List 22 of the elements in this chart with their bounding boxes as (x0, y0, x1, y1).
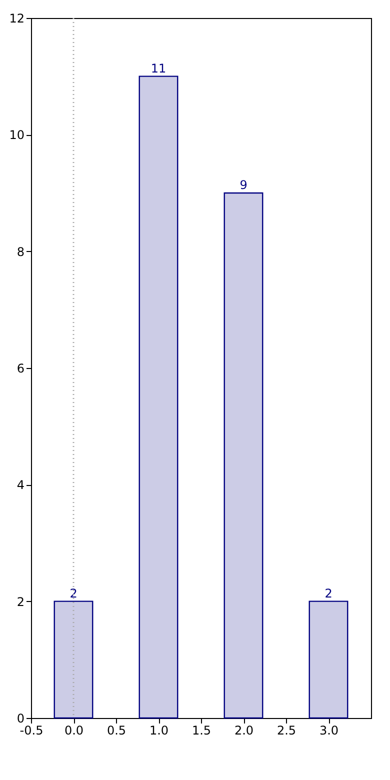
y-tick-label: 4 (16, 478, 24, 492)
bar (54, 600, 94, 719)
data-label: 9 (240, 178, 248, 192)
x-tick-label: 1.0 (149, 724, 169, 738)
x-tick-label: 2.0 (234, 724, 254, 738)
x-tick-label: 1.5 (192, 724, 212, 738)
y-tick-label: 0 (16, 712, 24, 726)
bar (308, 600, 348, 719)
y-tick-label: 12 (9, 12, 24, 26)
x-tick-label: 2.5 (276, 724, 296, 738)
x-tick-label: 0.5 (106, 724, 126, 738)
y-tick-label: 8 (16, 244, 24, 259)
y-tick-label: 10 (9, 128, 24, 142)
y-tick-label: 6 (16, 362, 24, 376)
x-tick-label: -0.5 (20, 724, 44, 738)
bar (138, 76, 178, 719)
data-label: 11 (150, 61, 166, 76)
x-tick-label: 3.0 (319, 724, 339, 738)
bar (224, 192, 264, 719)
x-tick-label: 0.0 (64, 724, 84, 738)
data-label: 2 (324, 586, 332, 600)
y-tick-label: 2 (16, 594, 24, 609)
